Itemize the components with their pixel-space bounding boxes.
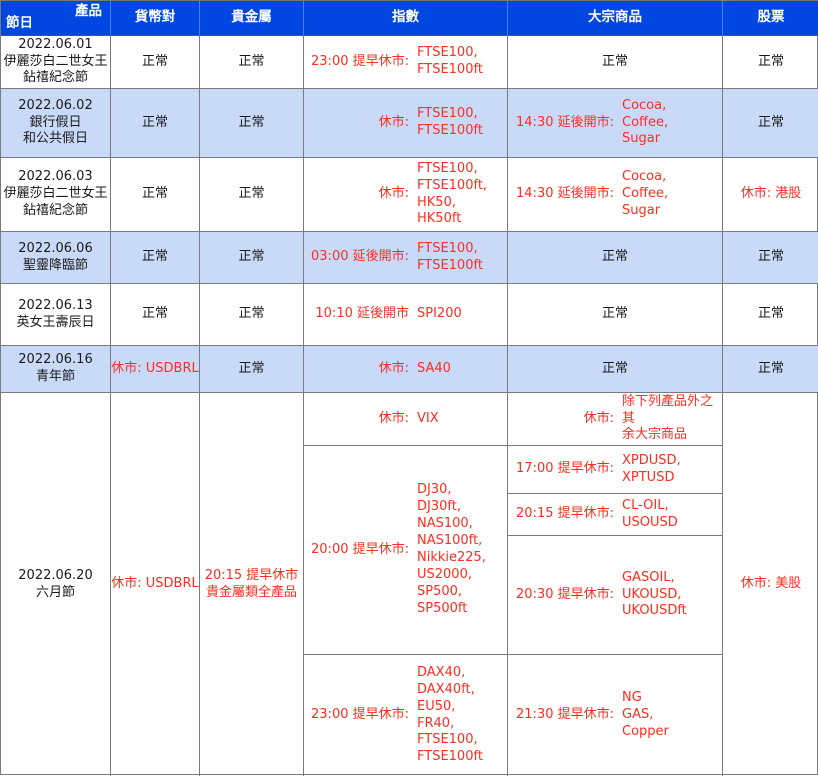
indices-cell: 休市: FTSE100, FTSE100ft, HK50, HK50ft [304,158,508,232]
metals-cell: 正常 [200,346,304,393]
schedule-time-label: 14:30 延後開市: [516,114,614,130]
header-indices: 指數 [304,1,508,36]
schedule-time-label: 休市: [378,410,409,426]
schedule-products: FTSE100, FTSE100ft [417,240,483,273]
schedule-time-label: 21:30 提早休市: [516,707,614,723]
commodities-subcell: 休市: 除下列產品外之其 余大宗商品 [508,393,722,446]
schedule-time-label: 20:30 提早休市: [516,586,614,602]
stocks-cell: 正常 [723,36,818,89]
schedule-products: Cocoa, Coffee, Sugar [622,97,669,147]
schedule-time-label: 休市: [378,186,409,202]
commodities-cell: 正常 [508,284,723,346]
header-corner-product-label: 產品 [75,3,102,19]
schedule-time-label: 20:15 提早休市: [516,506,614,522]
header-corner-holiday-label: 節日 [6,15,33,32]
schedule-products: SA40 [417,360,451,376]
commodities-subcell: 20:30 提早休市: GASOIL, UKOUSD, UKOUSDft [508,536,722,655]
stocks-cell: 休市: 美股 [740,576,802,592]
stocks-cell: 休市: 港股 [723,158,818,232]
date-cell: 2022.06.06 聖靈降臨節 [1,232,111,284]
schedule-products: Cocoa, Coffee, Sugar [622,169,669,218]
stocks-cell: 正常 [723,89,818,158]
commodities-subcell: 21:30 提早休市: NG GAS, Copper [508,655,722,776]
stocks-cell: 正常 [723,346,818,393]
indices-cell: 休市: SA40 [304,346,508,393]
header-currency-pairs: 貨幣對 [111,1,200,36]
metals-cell: 正常 [200,158,304,232]
date-cell: 2022.06.03 伊麗莎白二世女王 鉆禧紀念節 [1,158,111,232]
commodities-cell: 正常 [508,232,723,284]
commodities-cell: 14:30 延後開市: Cocoa, Coffee, Sugar [508,158,723,232]
indices-subcell: 休市: VIX [304,393,507,446]
schedule-products: GASOIL, UKOUSD, UKOUSDft [622,569,687,619]
schedule-time-label: 20:00 提早休市: [311,541,409,557]
date-cell: 2022.06.02 銀行假日 和公共假日 [1,89,111,158]
indices-subcell: 20:00 提早休市: DJ30, DJ30ft, NAS100, NAS100… [304,446,507,655]
metals-cell: 20:15 提早休市 貴金屬類全產品 [200,393,304,776]
indices-cell: 休市: FTSE100, FTSE100ft [304,89,508,158]
header-corner: 產品 節日 [1,1,111,36]
schedule-products: NG GAS, Copper [622,690,669,739]
fx-cell: 正常 [111,89,200,158]
schedule-time-label: 10:10 延後開市 [315,306,409,322]
commodities-cell: 正常 [508,346,723,393]
schedule-products: 除下列產品外之其 余大宗商品 [622,393,714,443]
commodities-subtable: 休市: 除下列產品外之其 余大宗商品 17:00 提早休市: XPDUSD, X… [508,393,723,776]
stocks-cell: 正常 [723,232,818,284]
indices-cell: 10:10 延後開市 SPI200 [304,284,508,346]
fx-cell: 正常 [111,284,200,346]
schedule-time-label: 休市: [378,360,409,376]
date-cell: 2022.06.20 六月節 [1,393,111,776]
date-cell: 2022.06.13 英女王壽辰日 [1,284,111,346]
date-cell: 2022.06.16 青年節 [1,346,111,393]
indices-subcell: 23:00 提早休市: DAX40, DAX40ft, EU50, FR40, … [304,655,507,776]
schedule-time-label: 休市: [378,114,409,130]
schedule-products: VIX [417,410,439,426]
metals-cell: 正常 [200,232,304,284]
commodities-subcell: 20:15 提早休市: CL-OIL, USOUSD [508,494,722,536]
fx-cell: 休市: USDBRL [111,393,200,776]
header-precious-metals: 貴金屬 [200,1,304,36]
schedule-products: DAX40, DAX40ft, EU50, FR40, FTSE100, FTS… [417,664,483,765]
schedule-time-label: 23:00 提早休市: [311,53,409,69]
metals-cell: 正常 [200,89,304,158]
commodities-cell: 正常 [508,36,723,89]
schedule-products: XPDUSD, XPTUSD [622,452,681,485]
commodities-subcell: 17:00 提早休市: XPDUSD, XPTUSD [508,446,722,494]
schedule-time-label: 23:00 提早休市: [311,707,409,723]
schedule-time-label: 17:00 提早休市: [516,461,614,477]
schedule-time-label: 03:00 延後開市: [311,249,409,265]
date-cell: 2022.06.01 伊麗莎白二世女王 鉆禧紀念節 [1,36,111,89]
schedule-time-label: 14:30 延後開市: [516,186,614,202]
indices-cell: 03:00 延後開市: FTSE100, FTSE100ft [304,232,508,284]
schedule-products: FTSE100, FTSE100ft [417,106,483,138]
stocks-cell: 正常 [723,284,818,346]
schedule-products: FTSE100, FTSE100ft, HK50, HK50ft [417,160,488,227]
fx-cell: 正常 [111,36,200,89]
fx-cell: 正常 [111,158,200,232]
indices-cell: 23:00 提早休市: FTSE100, FTSE100ft [304,36,508,89]
fx-cell: 休市: USDBRL [111,346,200,393]
header-commodities: 大宗商品 [508,1,723,36]
schedule-products: FTSE100, FTSE100ft [417,45,483,77]
indices-subtable: 休市: VIX 20:00 提早休市: DJ30, DJ30ft, NAS100… [304,393,508,776]
metals-cell: 正常 [200,36,304,89]
schedule-products: SPI200 [417,306,462,322]
schedule-products: CL-OIL, USOUSD [622,497,678,530]
commodities-cell: 14:30 延後開市: Cocoa, Coffee, Sugar [508,89,723,158]
schedule-time-label: 休市: [583,410,614,426]
header-stocks: 股票 [723,1,818,36]
metals-cell: 正常 [200,284,304,346]
schedule-products: DJ30, DJ30ft, NAS100, NAS100ft, Nikkie22… [417,482,486,616]
fx-cell: 正常 [111,232,200,284]
